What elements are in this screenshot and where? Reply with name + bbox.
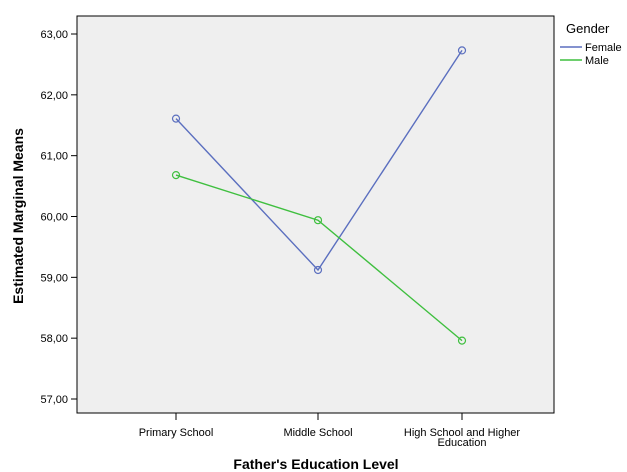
y-tick-label: 63,00: [40, 29, 68, 41]
y-tick-label: 59,00: [40, 272, 68, 284]
data-point-male: [313, 216, 323, 225]
plot-background: [76, 15, 555, 414]
data-point-male: [457, 336, 467, 345]
series-layer: [171, 46, 467, 345]
plot-area: [76, 15, 555, 414]
y-axis-title: Estimated Marginal Means: [10, 128, 26, 304]
x-tick-label-line: Education: [438, 437, 487, 449]
x-axis-title: Father's Education Level: [233, 456, 398, 472]
legend-label-female: Female: [585, 42, 622, 54]
y-tick-label: 58,00: [40, 333, 68, 345]
data-point-female: [457, 46, 467, 55]
legend-label-male: Male: [585, 55, 609, 67]
x-tick-label-line: Primary School: [139, 427, 214, 439]
y-tick-label: 57,00: [40, 394, 68, 406]
y-tick-label: 60,00: [40, 212, 68, 224]
x-tick-label-line: High School and Higher: [404, 427, 521, 439]
y-tick-label: 61,00: [40, 151, 68, 163]
x-tick-label: High School and Higher Education: [404, 427, 521, 449]
data-point-male: [171, 171, 181, 180]
x-axis: Primary School Middle School High School a…: [139, 413, 521, 449]
y-axis: 57,00 58,00 59,00 60,00 61,00 62,00 63,00: [40, 29, 77, 406]
data-point-female: [313, 265, 323, 275]
data-point-female: [171, 114, 181, 123]
legend-title: Gender: [566, 21, 610, 36]
series-line-male: [175, 174, 463, 342]
x-tick-label: Middle School: [283, 427, 352, 439]
x-tick-label: Primary School: [139, 427, 214, 439]
y-tick-label: 62,00: [40, 90, 68, 102]
x-tick-label-line: Middle School: [283, 427, 352, 439]
series-line-female: [175, 50, 463, 272]
